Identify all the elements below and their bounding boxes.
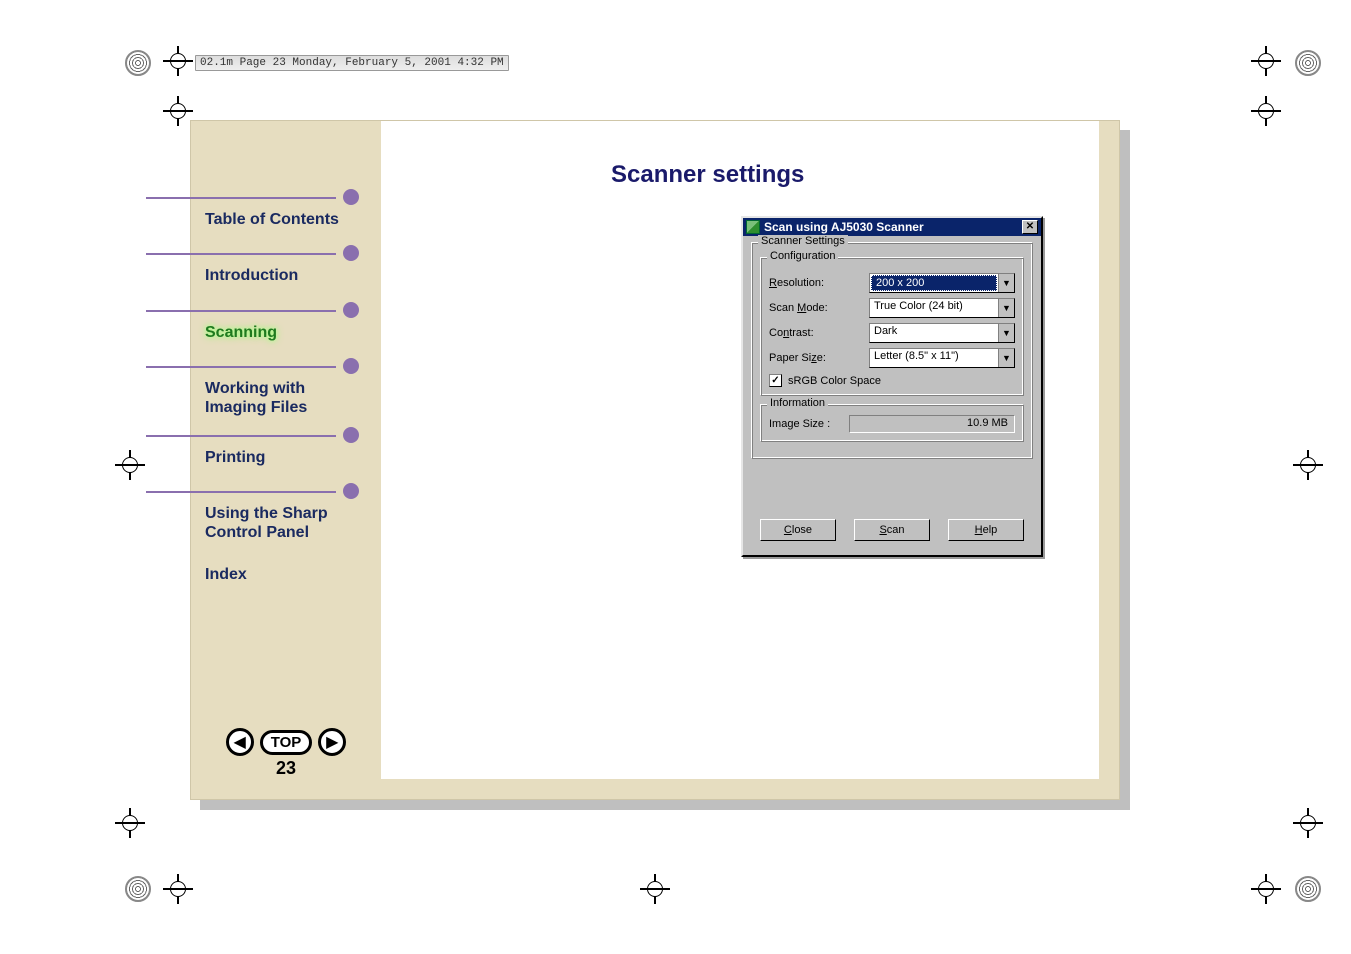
- nav-label: Scanning: [151, 324, 351, 342]
- group-legend: Configuration: [767, 250, 838, 262]
- label-paper-size: Paper Size:: [769, 352, 869, 364]
- dropdown-value: Dark: [870, 324, 998, 342]
- nav-dot-icon: [343, 483, 359, 499]
- sidebar-nav: Table of Contents Introduction Scanning …: [151, 211, 351, 623]
- label-resolution: Resolution:: [769, 277, 869, 289]
- nav-dot-icon: [343, 358, 359, 374]
- close-button[interactable]: Close: [760, 519, 836, 541]
- dialog-titlebar[interactable]: Scan using AJ5030 Scanner ✕: [743, 218, 1041, 236]
- nav-item-introduction[interactable]: Introduction: [151, 267, 351, 285]
- scan-button[interactable]: Scan: [854, 519, 930, 541]
- registration-mark: [163, 46, 193, 76]
- group-information: Information Image Size : 10.9 MB: [760, 404, 1024, 442]
- help-button[interactable]: Help: [948, 519, 1024, 541]
- registration-mark: [1251, 96, 1281, 126]
- nav-item-imaging-files[interactable]: Working with Imaging Files: [151, 380, 351, 417]
- nav-dot-icon: [343, 302, 359, 318]
- group-scanner-settings: Scanner Settings Configuration Resolutio…: [751, 242, 1033, 459]
- nav-dot-icon: [343, 189, 359, 205]
- value-image-size: 10.9 MB: [849, 415, 1015, 433]
- row-srgb: ✓ sRGB Color Space: [769, 374, 1015, 387]
- nav-label: Introduction: [151, 267, 351, 285]
- nav-item-printing[interactable]: Printing: [151, 449, 351, 467]
- nav-divider: [146, 366, 336, 368]
- group-legend: Information: [767, 397, 828, 409]
- registration-mark: [1251, 46, 1281, 76]
- contrast-dropdown[interactable]: Dark ▼: [869, 323, 1015, 343]
- dropdown-arrow-icon[interactable]: ▼: [998, 324, 1014, 342]
- corner-ornament: [1295, 876, 1321, 902]
- nav-item-scanning[interactable]: Scanning: [151, 324, 351, 342]
- page-number: 23: [201, 758, 371, 779]
- nav-item-toc[interactable]: Table of Contents: [151, 211, 351, 229]
- nav-item-index[interactable]: Index: [151, 566, 351, 584]
- nav-divider: [146, 197, 336, 199]
- nav-dot-icon: [343, 245, 359, 261]
- registration-mark: [1293, 808, 1323, 838]
- nav-item-control-panel[interactable]: Using the Sharp Control Panel: [151, 505, 351, 542]
- paper-size-dropdown[interactable]: Letter (8.5" x 11") ▼: [869, 348, 1015, 368]
- nav-label: Using the Sharp Control Panel: [151, 505, 351, 542]
- nav-label: Table of Contents: [151, 211, 351, 229]
- dropdown-value: 200 x 200: [871, 275, 997, 291]
- close-icon[interactable]: ✕: [1022, 220, 1038, 234]
- corner-ornament: [125, 876, 151, 902]
- group-legend: Scanner Settings: [758, 235, 848, 247]
- label-image-size: Image Size :: [769, 418, 849, 430]
- dropdown-arrow-icon[interactable]: ▼: [998, 274, 1014, 292]
- registration-mark: [115, 450, 145, 480]
- dropdown-arrow-icon[interactable]: ▼: [998, 349, 1014, 367]
- page-content: Scanner settings Scan using AJ5030 Scann…: [381, 121, 1099, 779]
- row-scan-mode: Scan Mode: True Color (24 bit) ▼: [769, 298, 1015, 318]
- registration-mark: [640, 874, 670, 904]
- row-contrast: Contrast: Dark ▼: [769, 323, 1015, 343]
- label-scan-mode: Scan Mode:: [769, 302, 869, 314]
- row-resolution: Resolution: 200 x 200 ▼: [769, 273, 1015, 293]
- row-paper-size: Paper Size: Letter (8.5" x 11") ▼: [769, 348, 1015, 368]
- pager: ◀ TOP ▶ 23: [201, 728, 371, 779]
- nav-dot-icon: [343, 427, 359, 443]
- registration-mark: [1251, 874, 1281, 904]
- corner-ornament: [1295, 50, 1321, 76]
- srgb-checkbox[interactable]: ✓: [769, 374, 782, 387]
- registration-mark: [115, 808, 145, 838]
- page-title: Scanner settings: [611, 161, 804, 189]
- corner-ornament: [125, 50, 151, 76]
- nav-label: Index: [151, 566, 351, 584]
- registration-mark: [163, 96, 193, 126]
- dropdown-arrow-icon[interactable]: ▼: [998, 299, 1014, 317]
- group-configuration: Configuration Resolution: 200 x 200 ▼ Sc…: [760, 257, 1024, 396]
- nav-divider: [146, 253, 336, 255]
- dialog-button-row: Close Scan Help: [751, 519, 1033, 545]
- scanner-dialog: Scan using AJ5030 Scanner ✕ Scanner Sett…: [741, 216, 1043, 557]
- nav-divider: [146, 310, 336, 312]
- resolution-dropdown[interactable]: 200 x 200 ▼: [869, 273, 1015, 293]
- framemaker-header: 02.1m Page 23 Monday, February 5, 2001 4…: [195, 55, 509, 71]
- dialog-title: Scan using AJ5030 Scanner: [764, 220, 924, 234]
- nav-label: Printing: [151, 449, 351, 467]
- dropdown-value: Letter (8.5" x 11"): [870, 349, 998, 367]
- app-icon: [746, 220, 760, 234]
- dropdown-value: True Color (24 bit): [870, 299, 998, 317]
- page-frame: Table of Contents Introduction Scanning …: [190, 120, 1120, 800]
- label-contrast: Contrast:: [769, 327, 869, 339]
- label-srgb: sRGB Color Space: [788, 375, 881, 387]
- prev-page-button[interactable]: ◀: [226, 728, 254, 756]
- scan-mode-dropdown[interactable]: True Color (24 bit) ▼: [869, 298, 1015, 318]
- next-page-button[interactable]: ▶: [318, 728, 346, 756]
- nav-divider: [146, 435, 336, 437]
- registration-mark: [163, 874, 193, 904]
- nav-divider: [146, 491, 336, 493]
- top-button[interactable]: TOP: [260, 730, 313, 755]
- registration-mark: [1293, 450, 1323, 480]
- nav-label: Working with Imaging Files: [151, 380, 351, 417]
